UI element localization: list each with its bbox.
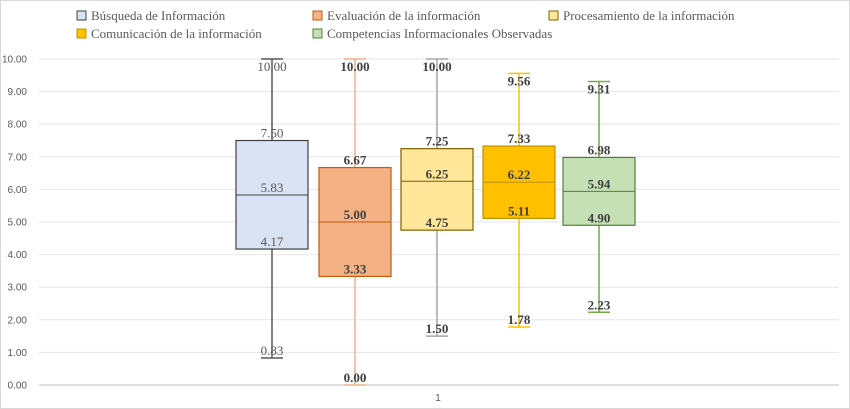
- y-tick-label: 6.00: [8, 185, 28, 196]
- y-tick-label: 2.00: [8, 315, 28, 326]
- max-label: 10.00: [257, 59, 286, 74]
- legend-swatch: [548, 10, 559, 21]
- min-label: 0.00: [344, 370, 367, 385]
- q3-label: 6.98: [588, 142, 611, 157]
- min-label: 1.50: [426, 321, 449, 336]
- median-label: 6.22: [508, 167, 531, 182]
- median-label: 5.94: [588, 176, 611, 191]
- legend-swatch: [76, 10, 87, 21]
- y-tick-label: 0.00: [8, 381, 28, 392]
- legend-label: Evaluación de la información: [327, 8, 481, 23]
- q1-label: 4.90: [588, 210, 611, 225]
- median-label: 5.83: [261, 180, 284, 195]
- min-label: 1.78: [508, 312, 531, 327]
- q1-label: 5.11: [508, 203, 530, 218]
- y-tick-label: 4.00: [8, 250, 28, 261]
- legend-label: Búsqueda de Información: [91, 8, 226, 23]
- q1-label: 3.33: [344, 261, 367, 276]
- y-tick-label: 3.00: [8, 283, 28, 294]
- y-tick-label: 5.00: [8, 218, 28, 229]
- q1-label: 4.75: [426, 215, 449, 230]
- median-label: 5.00: [344, 207, 367, 222]
- min-label: 2.23: [588, 297, 611, 312]
- y-tick-label: 10.00: [2, 55, 27, 66]
- legend-swatch: [312, 10, 323, 21]
- median-label: 6.25: [426, 166, 449, 181]
- q3-label: 7.25: [426, 134, 449, 149]
- q3-label: 7.50: [261, 126, 284, 141]
- legend-label: Comunicación de la información: [91, 26, 262, 41]
- y-tick-label: 7.00: [8, 152, 28, 163]
- box-iqr: [400, 148, 474, 231]
- max-label: 9.56: [508, 73, 531, 88]
- min-label: 0.83: [261, 343, 284, 358]
- y-tick-label: 8.00: [8, 120, 28, 131]
- legend-label: Procesamiento de la información: [563, 8, 735, 23]
- q3-label: 6.67: [344, 153, 367, 168]
- y-tick-label: 9.00: [8, 87, 28, 98]
- q1-label: 4.17: [261, 234, 284, 249]
- legend-swatch: [76, 28, 87, 39]
- x-tick-label: 1: [435, 393, 441, 404]
- legend-swatch: [312, 28, 323, 39]
- q3-label: 7.33: [508, 131, 531, 146]
- max-label: 10.00: [340, 59, 369, 74]
- legend-label: Competencias Informacionales Observadas: [327, 26, 552, 41]
- max-label: 9.31: [588, 81, 611, 96]
- y-tick-label: 1.00: [8, 348, 28, 359]
- max-label: 10.00: [422, 59, 451, 74]
